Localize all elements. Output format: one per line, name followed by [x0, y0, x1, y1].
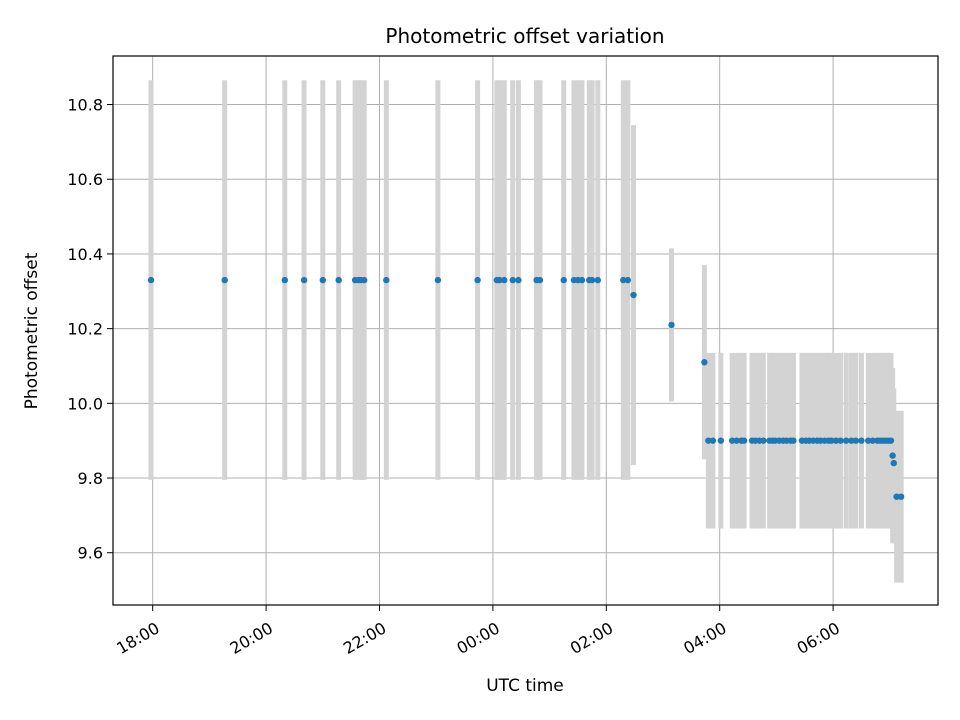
data-point	[828, 437, 835, 444]
data-point	[848, 437, 855, 444]
data-point	[496, 276, 503, 284]
y-tick-label: 9.6	[78, 544, 103, 563]
data-point	[630, 291, 637, 299]
data-point	[889, 452, 896, 459]
data-point	[515, 276, 522, 284]
y-tick-label: 10.2	[67, 320, 103, 339]
data-point	[501, 276, 508, 284]
x-tick-label: 06:00	[794, 618, 843, 658]
data-point	[701, 359, 708, 366]
plot-frame	[112, 55, 939, 606]
data-point	[733, 437, 740, 444]
data-point	[852, 437, 859, 444]
data-point	[578, 276, 586, 284]
data-point	[858, 437, 865, 444]
y-tick-label: 9.8	[78, 469, 103, 488]
data-point	[434, 276, 442, 284]
data-point	[536, 276, 544, 284]
data-point	[717, 437, 725, 444]
data-point	[620, 276, 627, 284]
data-point	[790, 437, 797, 444]
data-point	[221, 276, 228, 284]
data-point	[837, 437, 844, 444]
y-tick-label: 10.8	[67, 96, 103, 115]
data-point	[865, 437, 872, 444]
x-tick-label: 22:00	[340, 618, 389, 658]
data-point	[474, 276, 481, 284]
y-axis: 9.6 9.8 10.0 10.2 10.4 10.6 10.8	[67, 96, 113, 563]
data-points	[147, 276, 905, 500]
data-point	[560, 276, 567, 284]
data-point	[319, 276, 326, 284]
data-point	[890, 459, 897, 467]
data-point	[588, 276, 596, 284]
data-point	[360, 276, 368, 284]
data-point	[897, 493, 905, 500]
data-point	[869, 437, 876, 444]
data-point	[832, 437, 840, 444]
y-tick-label: 10.0	[67, 394, 103, 413]
x-tick-label: 18:00	[113, 618, 162, 658]
data-point	[147, 276, 155, 284]
x-tick-label: 04:00	[680, 618, 729, 658]
grid	[113, 56, 938, 605]
data-point	[709, 437, 717, 444]
data-point	[740, 437, 748, 444]
y-tick-label: 10.6	[67, 170, 103, 189]
y-tick-label: 10.4	[67, 245, 103, 264]
x-tick-label: 20:00	[227, 618, 276, 658]
data-point	[383, 276, 390, 284]
data-point	[594, 276, 601, 284]
data-point	[842, 437, 850, 444]
chart-title: Photometric offset variation	[385, 24, 664, 48]
data-point	[335, 276, 342, 284]
data-point	[893, 493, 900, 500]
x-axis: 18:00 20:00 22:00 00:00 02:00 04:00 06:00	[113, 605, 843, 658]
x-tick-label: 00:00	[453, 618, 502, 658]
error-bars	[148, 80, 904, 583]
data-point	[887, 437, 895, 444]
data-point	[705, 437, 712, 444]
data-point	[624, 276, 632, 284]
data-point	[281, 276, 289, 284]
data-point	[509, 276, 516, 284]
x-axis-title: UTC time	[486, 676, 564, 696]
data-point	[668, 321, 675, 329]
data-point	[728, 437, 736, 444]
data-point	[300, 276, 308, 284]
data-point	[760, 437, 767, 444]
y-axis-title: Photometric offset	[22, 252, 42, 409]
x-tick-label: 02:00	[567, 618, 616, 658]
